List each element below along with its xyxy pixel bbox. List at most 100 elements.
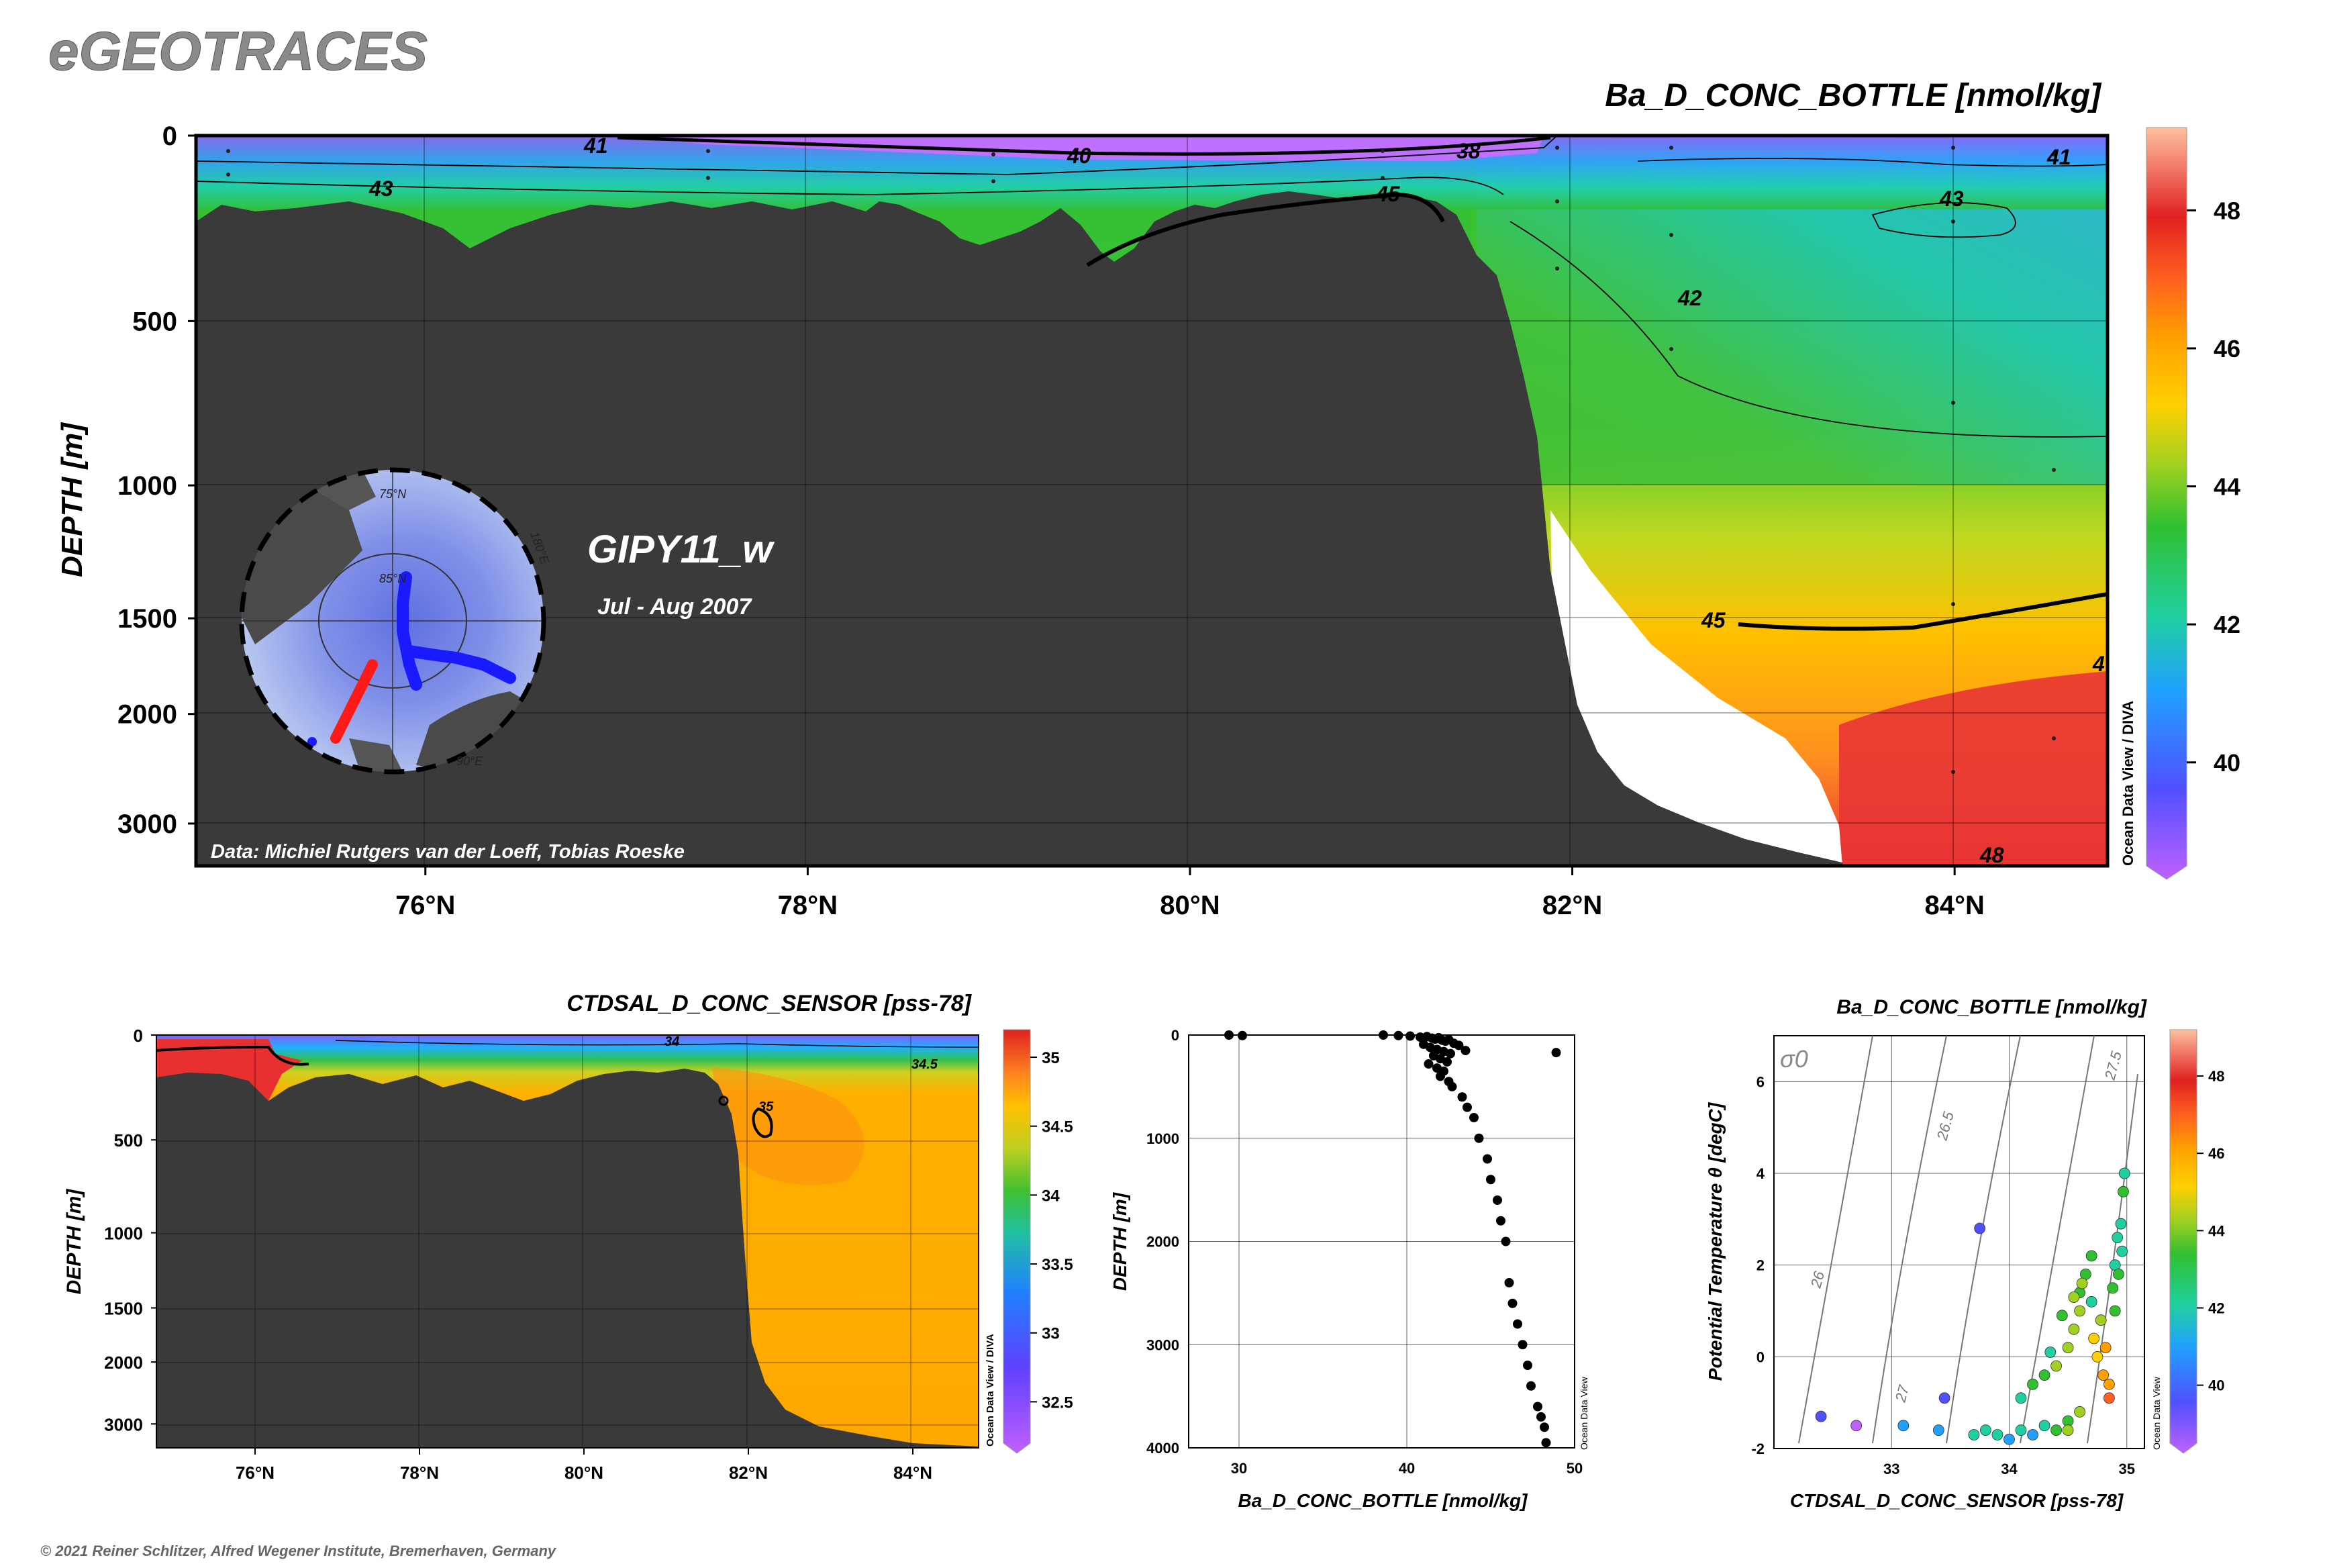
y-tick-label: 3000 bbox=[117, 810, 177, 839]
colorbar-tick-label: 33.5 bbox=[1042, 1256, 1073, 1274]
profile-point bbox=[1405, 1031, 1415, 1041]
profile-point bbox=[1457, 1092, 1467, 1102]
x-tick-label: 35 bbox=[2118, 1461, 2134, 1477]
salinity-bathymetry bbox=[156, 1069, 979, 1448]
ts-point bbox=[1974, 1222, 1986, 1234]
profile-y-axis-label: DEPTH [m] bbox=[1109, 1191, 1130, 1291]
ts-point bbox=[2068, 1323, 2080, 1335]
colorbar-tick-label: 34.5 bbox=[1042, 1118, 1073, 1136]
profile-point bbox=[1486, 1175, 1495, 1185]
main-y-axis-label: DEPTH [m] bbox=[56, 422, 89, 577]
contour-label: 45 bbox=[1701, 608, 1726, 632]
contour-label: 40 bbox=[1067, 144, 1091, 168]
contour-label: 43 bbox=[1939, 187, 1964, 211]
ts-point bbox=[2076, 1277, 2088, 1289]
ts-title: Ba_D_CONC_BOTTLE [nmol/kg] bbox=[1836, 996, 2147, 1018]
ts-point bbox=[2118, 1167, 2130, 1179]
ts-y-ticks: 6 4 2 0 -2 bbox=[1751, 1073, 1765, 1457]
profile-x-axis-label: Ba_D_CONC_BOTTLE [nmol/kg] bbox=[1238, 1490, 1529, 1511]
x-tick-label: 84°N bbox=[893, 1463, 932, 1483]
y-tick-label: 1000 bbox=[1146, 1130, 1179, 1147]
main-purple-surface bbox=[617, 136, 1544, 161]
contour-label: 4 bbox=[2092, 652, 2105, 676]
y-tick-label: 2 bbox=[1756, 1257, 1765, 1274]
colorbar-tick-label: 32.5 bbox=[1042, 1393, 1073, 1412]
y-tick-label: 1500 bbox=[104, 1299, 143, 1319]
main-title: Ba_D_CONC_BOTTLE [nmol/kg] bbox=[1605, 78, 2102, 113]
profile-point bbox=[1393, 1030, 1403, 1040]
contour-label: 38 bbox=[1456, 139, 1481, 163]
x-tick-label: 82°N bbox=[729, 1463, 768, 1483]
colorbar-tick-label: 48 bbox=[2208, 1068, 2224, 1085]
ts-points bbox=[1815, 1167, 2130, 1445]
contour-label: 42 bbox=[1677, 286, 1702, 310]
depth-profile-plot: 30 40 50 0 1000 2000 3000 4000 Ba_D_CONC_BOTTL… bbox=[1109, 1027, 1589, 1511]
sigma-label: σ0 bbox=[1780, 1045, 1808, 1073]
cruise-name: GIPY11_w bbox=[587, 528, 775, 571]
ts-point bbox=[2056, 1310, 2068, 1322]
profile-point bbox=[1504, 1278, 1514, 1287]
copyright: © 2021 Reiner Schlitzer, Alfred Wegener … bbox=[40, 1542, 557, 1559]
y-tick-label: 0 bbox=[1756, 1349, 1765, 1365]
ts-point bbox=[2074, 1305, 2086, 1317]
ts-point bbox=[2015, 1392, 2027, 1404]
salinity-odv-credit: Ocean Data View / DIVA bbox=[985, 1334, 996, 1447]
ts-colorbar-ticks: 48 46 44 42 40 bbox=[2197, 1068, 2225, 1394]
profile-point bbox=[1536, 1412, 1546, 1422]
x-tick-label: 78°N bbox=[778, 891, 838, 920]
profile-point bbox=[1446, 1048, 1455, 1059]
salinity-colorbar-ticks: 35 34.5 34 33.5 33 32.5 bbox=[1030, 1049, 1073, 1412]
ts-point bbox=[1815, 1410, 1827, 1422]
profile-point bbox=[1238, 1030, 1247, 1040]
colorbar-tick-label: 44 bbox=[2214, 473, 2240, 501]
colorbar-tick-label: 42 bbox=[2214, 611, 2240, 638]
ts-point bbox=[2038, 1369, 2050, 1381]
colorbar-tick-label: 35 bbox=[1042, 1049, 1060, 1067]
y-tick-label: 2000 bbox=[1146, 1234, 1179, 1251]
colorbar-tick-label: 33 bbox=[1042, 1325, 1060, 1343]
profile-x-ticks: 30 40 50 bbox=[1231, 1460, 1583, 1477]
ts-point bbox=[2118, 1185, 2129, 1197]
ts-point bbox=[1968, 1429, 1980, 1440]
y-tick-label: 1000 bbox=[104, 1224, 143, 1244]
salinity-dark-orange bbox=[711, 1067, 864, 1185]
ts-point bbox=[2074, 1406, 2086, 1418]
y-tick-label: 500 bbox=[132, 307, 177, 336]
profile-point bbox=[1496, 1216, 1505, 1226]
y-tick-label: 6 bbox=[1756, 1073, 1765, 1090]
profile-odv-credit: Ocean Data View bbox=[1579, 1376, 1589, 1450]
x-tick-label: 33 bbox=[1883, 1461, 1899, 1477]
y-tick-label: 1500 bbox=[117, 604, 177, 634]
ts-point bbox=[2027, 1378, 2038, 1390]
main-colorbar bbox=[2146, 127, 2187, 880]
salinity-title: CTDSAL_D_CONC_SENSOR [pss-78] bbox=[566, 991, 972, 1016]
main-x-ticks: 76°N 78°N 80°N 82°N 84°N bbox=[395, 866, 1985, 920]
profile-point bbox=[1483, 1154, 1492, 1164]
ts-point bbox=[2103, 1378, 2115, 1390]
map-lon-label: 90°E bbox=[456, 754, 483, 768]
colorbar-tick-label: 46 bbox=[2208, 1145, 2224, 1162]
profile-point bbox=[1469, 1113, 1479, 1122]
ts-diagram-plot: Ba_D_CONC_BOTTLE [nmol/kg] 26 26.5 27 27… bbox=[1705, 996, 2225, 1511]
x-tick-label: 84°N bbox=[1924, 891, 1984, 920]
y-tick-label: 3000 bbox=[104, 1414, 143, 1434]
y-tick-label: 2000 bbox=[104, 1353, 143, 1373]
main-colorbar-ticks: 48 46 44 42 40 bbox=[2187, 197, 2240, 777]
ts-point bbox=[2062, 1342, 2074, 1354]
ts-point bbox=[2116, 1245, 2128, 1257]
y-tick-label: 0 bbox=[1171, 1027, 1179, 1044]
main-frame bbox=[194, 134, 2110, 868]
y-tick-label: -2 bbox=[1751, 1440, 1765, 1457]
profile-point bbox=[1224, 1030, 1234, 1040]
x-tick-label: 40 bbox=[1399, 1460, 1415, 1477]
salinity-y-ticks: 0 500 1000 1500 2000 3000 bbox=[104, 1026, 156, 1434]
contour-label: 41 bbox=[583, 134, 608, 158]
ts-point bbox=[2068, 1291, 2080, 1303]
x-tick-label: 78°N bbox=[400, 1463, 439, 1483]
profile-point bbox=[1541, 1438, 1551, 1448]
contour-label: 34.5 bbox=[911, 1057, 938, 1072]
contour-label: 41 bbox=[2046, 145, 2071, 169]
y-tick-label: 1000 bbox=[117, 471, 177, 501]
colorbar-tick-label: 34 bbox=[1042, 1187, 1060, 1205]
